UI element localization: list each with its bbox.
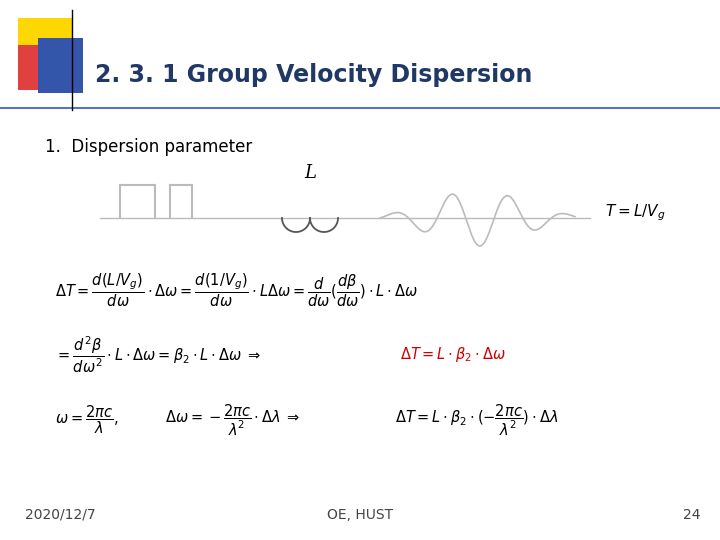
Text: $T= L /V_g$: $T= L /V_g$ <box>605 202 665 224</box>
Text: 2. 3. 1 Group Velocity Dispersion: 2. 3. 1 Group Velocity Dispersion <box>95 63 532 87</box>
Text: $\Delta T = L \cdot \beta_2 \cdot (-\dfrac{2\pi c}{\lambda^2}) \cdot \Delta\lamb: $\Delta T = L \cdot \beta_2 \cdot (-\dfr… <box>395 402 558 437</box>
Text: $\Delta T = L \cdot \beta_2 \cdot \Delta\omega$: $\Delta T = L \cdot \beta_2 \cdot \Delta… <box>400 346 505 365</box>
Text: $\Delta\omega = -\dfrac{2\pi c}{\lambda^2} \cdot \Delta\lambda \;\Rightarrow$: $\Delta\omega = -\dfrac{2\pi c}{\lambda^… <box>165 402 300 437</box>
Bar <box>38 38 83 93</box>
Text: 24: 24 <box>683 508 700 522</box>
Text: $\omega = \dfrac{2\pi c}{\lambda},$: $\omega = \dfrac{2\pi c}{\lambda},$ <box>55 404 118 436</box>
Text: 1.  Dispersion parameter: 1. Dispersion parameter <box>45 138 252 156</box>
Bar <box>18 45 60 90</box>
Text: OE, HUST: OE, HUST <box>327 508 393 522</box>
Text: L: L <box>304 164 316 182</box>
Text: 2020/12/7: 2020/12/7 <box>25 508 96 522</box>
Text: $= \dfrac{d^2\beta}{d\omega^2} \cdot L \cdot \Delta\omega = \beta_2 \cdot L \cdo: $= \dfrac{d^2\beta}{d\omega^2} \cdot L \… <box>55 334 261 375</box>
Text: $\Delta T = \dfrac{d(L/V_g)}{d\omega} \cdot \Delta\omega = \dfrac{d(1/V_g)}{d\om: $\Delta T = \dfrac{d(L/V_g)}{d\omega} \c… <box>55 271 418 309</box>
Bar <box>18 18 73 73</box>
